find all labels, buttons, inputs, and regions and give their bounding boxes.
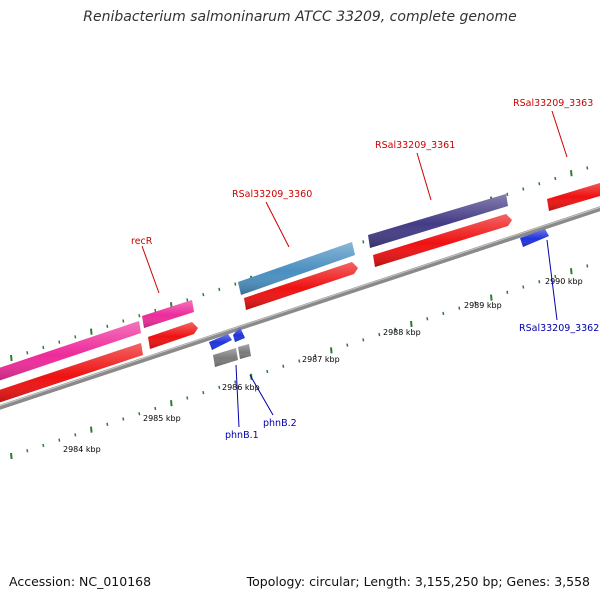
tick-mark bbox=[506, 290, 509, 294]
tick-mark bbox=[122, 319, 125, 323]
tick-mark bbox=[586, 166, 589, 170]
tick-mark bbox=[586, 264, 589, 268]
topology-text: Topology: circular; Length: 3,155,250 bp… bbox=[246, 574, 590, 589]
tick-mark bbox=[314, 354, 317, 358]
leader-rsal3361 bbox=[416, 152, 432, 201]
tick-mark bbox=[74, 433, 77, 437]
genome-backbone bbox=[0, 206, 600, 410]
tick-mark bbox=[570, 268, 573, 275]
tick-mark bbox=[442, 311, 445, 316]
tick-mark bbox=[234, 282, 237, 286]
ruler-label-2984: 2984 kbp bbox=[63, 445, 101, 454]
gene-rsal33209-3361[interactable] bbox=[368, 194, 508, 248]
tick-mark bbox=[554, 176, 557, 181]
gene-pink-2[interactable] bbox=[142, 300, 194, 328]
tick-mark bbox=[170, 400, 173, 407]
leader-recr bbox=[141, 245, 160, 294]
backbone-highlight bbox=[0, 206, 600, 407]
ruler-ticks bbox=[10, 264, 589, 460]
label-rsal33209-3363[interactable]: RSal33209_3363 bbox=[513, 98, 593, 109]
tick-mark bbox=[426, 317, 429, 321]
gene-phnb2-blue[interactable] bbox=[233, 327, 245, 342]
ruler-label-2988: 2988 kbp bbox=[383, 328, 421, 337]
tick-mark bbox=[90, 328, 93, 335]
tick-mark bbox=[138, 412, 141, 416]
map-title: Renibacterium salmoninarum ATCC 33209, c… bbox=[83, 9, 517, 25]
leader-rsal3360 bbox=[265, 201, 290, 248]
tick-mark bbox=[378, 332, 381, 337]
tick-mark bbox=[554, 274, 557, 279]
tick-mark bbox=[42, 345, 45, 350]
leader-rsal3362 bbox=[546, 239, 558, 321]
tick-mark bbox=[362, 338, 365, 342]
tick-mark bbox=[202, 292, 205, 297]
tick-mark bbox=[538, 182, 541, 186]
tick-mark bbox=[138, 314, 141, 318]
tick-mark bbox=[90, 426, 93, 433]
tick-mark bbox=[154, 406, 157, 411]
tick-mark bbox=[26, 351, 29, 355]
tick-mark bbox=[122, 417, 125, 421]
tick-mark bbox=[58, 340, 61, 344]
tick-mark bbox=[298, 359, 301, 363]
cds-5[interactable] bbox=[547, 180, 600, 211]
tick-mark bbox=[458, 306, 461, 310]
tick-mark bbox=[58, 438, 61, 442]
accession-text: Accession: NC_010168 bbox=[9, 574, 152, 589]
tick-mark bbox=[410, 320, 413, 328]
tick-mark bbox=[42, 443, 45, 448]
label-phnb2[interactable]: phnB.2 bbox=[263, 418, 297, 429]
tick-mark bbox=[490, 294, 493, 301]
gene-phnb1[interactable] bbox=[213, 348, 238, 367]
tick-mark bbox=[10, 354, 13, 362]
tick-mark bbox=[522, 285, 525, 289]
tick-mark bbox=[522, 187, 525, 191]
tick-mark bbox=[218, 287, 221, 292]
tick-mark bbox=[506, 192, 509, 196]
cds-1[interactable] bbox=[0, 343, 143, 405]
tick-mark bbox=[570, 170, 573, 177]
ruler-label-2986: 2986 kbp bbox=[222, 383, 260, 392]
leader-phnb1 bbox=[235, 364, 240, 428]
gene-rsal33209-3362[interactable] bbox=[520, 229, 549, 247]
ruler-label-2989: 2989 kbp bbox=[464, 301, 502, 310]
label-phnb1[interactable]: phnB.1 bbox=[225, 430, 259, 441]
tick-mark bbox=[234, 380, 237, 384]
tick-mark bbox=[154, 308, 157, 313]
label-rsal33209-3362[interactable]: RSal33209_3362 bbox=[519, 323, 599, 334]
label-recr[interactable]: recR bbox=[131, 236, 153, 247]
tick-mark bbox=[362, 240, 365, 244]
tick-mark bbox=[282, 364, 285, 368]
tick-mark bbox=[538, 280, 541, 284]
gene-recr[interactable] bbox=[0, 321, 141, 383]
cds-2[interactable] bbox=[148, 322, 198, 349]
ruler-label-2985: 2985 kbp bbox=[143, 414, 181, 423]
tick-mark bbox=[474, 301, 477, 305]
tick-mark bbox=[330, 347, 333, 354]
tick-mark bbox=[202, 390, 205, 395]
label-rsal33209-3360[interactable]: RSal33209_3360 bbox=[232, 189, 312, 200]
tick-mark bbox=[346, 343, 349, 347]
ruler-label-2990: 2990 kbp bbox=[545, 277, 583, 286]
gene-phnb1-blue[interactable] bbox=[209, 334, 232, 350]
leader-rsal3363 bbox=[551, 110, 568, 158]
tick-mark bbox=[266, 369, 269, 374]
tick-mark bbox=[26, 449, 29, 453]
tick-mark bbox=[74, 335, 77, 339]
tick-mark bbox=[218, 385, 221, 390]
ruler-label-2987: 2987 kbp bbox=[302, 355, 340, 364]
cds-3[interactable] bbox=[244, 262, 358, 310]
label-rsal33209-3361[interactable]: RSal33209_3361 bbox=[375, 140, 455, 151]
cds-4[interactable] bbox=[373, 214, 512, 267]
tick-mark bbox=[106, 422, 109, 426]
tick-mark bbox=[106, 324, 109, 328]
tick-mark bbox=[394, 327, 397, 331]
tick-mark bbox=[186, 396, 189, 400]
tick-mark bbox=[10, 452, 13, 460]
leader-phnb2 bbox=[249, 374, 274, 416]
gene-phnb2[interactable] bbox=[238, 344, 251, 359]
tick-mark bbox=[186, 298, 189, 302]
gene-rsal33209-3360[interactable] bbox=[238, 242, 355, 295]
